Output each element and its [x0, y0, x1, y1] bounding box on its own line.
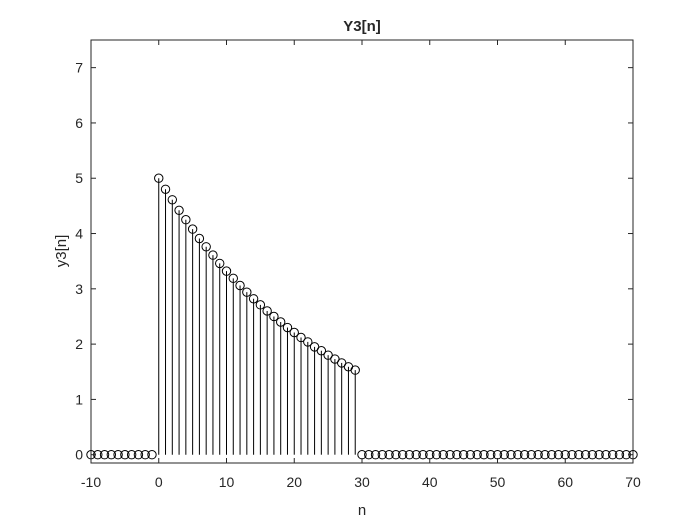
stem-marker	[458, 450, 469, 460]
stem-marker	[370, 450, 381, 460]
stem-marker	[248, 294, 259, 304]
stem-marker	[431, 450, 442, 460]
stem-marker	[465, 450, 476, 460]
x-tick-label: 10	[219, 474, 235, 490]
stem-marker	[99, 450, 110, 460]
stem-marker	[533, 450, 543, 460]
stem-marker	[289, 327, 299, 338]
stem-marker	[540, 450, 550, 460]
x-tick-label: -10	[81, 474, 101, 490]
stem-marker	[411, 450, 421, 460]
stem-marker	[377, 450, 388, 460]
stem-marker	[154, 173, 164, 183]
stem-marker	[607, 450, 618, 460]
x-tick-label: 30	[354, 474, 370, 490]
stem-marker	[194, 233, 205, 244]
stem-marker	[445, 450, 455, 460]
stem-marker	[255, 300, 266, 310]
stem-marker	[486, 450, 496, 460]
axes-box	[90, 39, 634, 464]
stem-marker	[479, 450, 489, 460]
x-tick-label: 20	[286, 474, 302, 490]
stem-marker	[113, 450, 123, 460]
stem-marker	[242, 287, 252, 297]
stem-marker	[276, 317, 286, 327]
stem-marker	[126, 450, 137, 460]
x-tick-label: 40	[422, 474, 438, 490]
stem-marker	[547, 450, 557, 460]
stem-marker	[526, 450, 537, 460]
stem-marker	[133, 450, 144, 460]
stem-marker	[519, 450, 530, 460]
stem-marker	[296, 332, 306, 343]
stem-marker	[567, 450, 577, 460]
x-tick-label: 0	[155, 474, 163, 490]
stem-marker	[282, 322, 293, 333]
stem-marker	[452, 450, 462, 460]
y-tick-label: 6	[75, 115, 83, 131]
stem-marker	[147, 450, 157, 460]
stem-marker	[215, 258, 225, 269]
stem-marker	[472, 450, 482, 460]
x-tick-label: 70	[625, 474, 641, 490]
y-tick-label: 5	[75, 170, 83, 186]
stem-marker	[174, 205, 184, 216]
stem-marker	[574, 450, 584, 460]
stem-marker	[391, 450, 401, 460]
stem-marker	[499, 450, 509, 460]
stem-marker	[167, 195, 178, 205]
stem-marker	[594, 450, 604, 460]
stem-marker	[316, 346, 327, 356]
stem-marker	[364, 450, 374, 460]
stem-marker	[580, 450, 591, 460]
y-tick-label: 4	[75, 226, 83, 242]
y-tick-label: 3	[75, 281, 83, 297]
stem-marker	[181, 215, 191, 225]
stem-marker	[160, 184, 171, 194]
y-tick-label: 2	[75, 336, 83, 352]
stem-marker	[506, 450, 516, 460]
stem-marker	[140, 450, 150, 460]
stem-marker	[350, 365, 360, 375]
stem-marker	[587, 450, 598, 460]
stem-marker	[384, 450, 394, 460]
y-tick-label: 1	[75, 391, 83, 407]
chart-title: Y3[n]	[343, 18, 381, 35]
stem-marker	[208, 250, 218, 260]
stem-marker	[418, 450, 428, 460]
stem-marker	[303, 337, 313, 347]
stem-marker	[235, 280, 245, 291]
stem-marker	[106, 450, 117, 460]
stem-marker	[614, 450, 625, 460]
y-axis-label: y3[n]	[53, 235, 70, 268]
stem-marker	[404, 450, 415, 460]
x-axis-label: n	[358, 502, 366, 519]
stem-marker	[187, 224, 198, 234]
stem-marker	[553, 450, 564, 460]
stem-marker	[262, 306, 272, 316]
stem-series	[86, 173, 638, 460]
x-tick-label: 50	[490, 474, 506, 490]
stem-marker	[269, 311, 279, 322]
stem-marker	[601, 450, 611, 460]
stem-marker	[438, 450, 448, 460]
stem-marker	[228, 273, 238, 284]
x-tick-label: 60	[557, 474, 573, 490]
axis-ticks: -10 0 10 20 30 40 50 60 70 0 1 2 3 4 5 6 7	[75, 40, 641, 490]
stem-marker	[513, 450, 523, 460]
stem-marker	[397, 450, 408, 460]
stem-marker	[221, 266, 232, 276]
stem-marker	[201, 242, 211, 252]
y-tick-label: 7	[75, 60, 83, 76]
stem-marker	[120, 450, 130, 460]
y-tick-label: 0	[75, 447, 83, 463]
